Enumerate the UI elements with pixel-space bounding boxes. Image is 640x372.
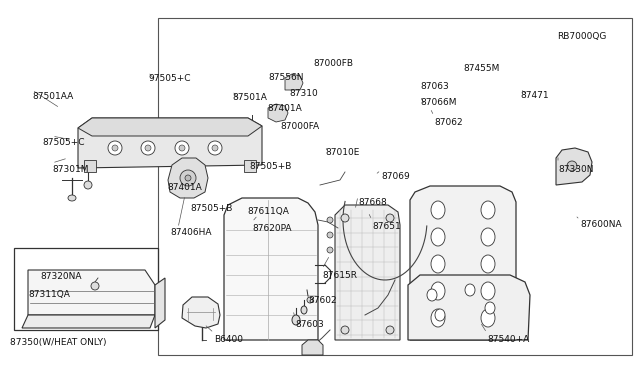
Ellipse shape: [341, 214, 349, 222]
Text: 87406HA: 87406HA: [170, 228, 211, 237]
Text: 87620PA: 87620PA: [252, 224, 291, 233]
Polygon shape: [556, 148, 592, 185]
Ellipse shape: [341, 326, 349, 334]
Ellipse shape: [431, 255, 445, 273]
Ellipse shape: [481, 309, 495, 327]
Text: RB7000QG: RB7000QG: [557, 32, 606, 41]
Ellipse shape: [327, 247, 333, 253]
Polygon shape: [78, 118, 262, 136]
Polygon shape: [28, 270, 155, 315]
Ellipse shape: [386, 214, 394, 222]
Ellipse shape: [141, 141, 155, 155]
Ellipse shape: [301, 306, 307, 314]
Ellipse shape: [485, 302, 495, 314]
Bar: [244, 160, 256, 172]
Polygon shape: [182, 297, 220, 328]
Ellipse shape: [68, 195, 76, 201]
Ellipse shape: [431, 228, 445, 246]
Ellipse shape: [431, 201, 445, 219]
Polygon shape: [302, 340, 323, 355]
Polygon shape: [285, 74, 303, 90]
Text: 87069: 87069: [381, 172, 410, 181]
Ellipse shape: [427, 289, 437, 301]
Text: 87505+B: 87505+B: [190, 204, 232, 213]
Text: 87505+B: 87505+B: [249, 162, 291, 171]
Ellipse shape: [386, 326, 394, 334]
Ellipse shape: [208, 141, 222, 155]
Ellipse shape: [481, 228, 495, 246]
Ellipse shape: [431, 309, 445, 327]
Text: 87350(W/HEAT ONLY): 87350(W/HEAT ONLY): [10, 338, 106, 347]
Ellipse shape: [307, 297, 313, 303]
Ellipse shape: [327, 232, 333, 238]
Ellipse shape: [481, 201, 495, 219]
Polygon shape: [78, 118, 262, 168]
Text: 87455M: 87455M: [463, 64, 499, 73]
Polygon shape: [335, 205, 400, 340]
Ellipse shape: [435, 309, 445, 321]
Polygon shape: [155, 278, 165, 328]
Ellipse shape: [145, 145, 151, 151]
Text: 87401A: 87401A: [267, 104, 301, 113]
Text: 87310: 87310: [289, 89, 317, 98]
Polygon shape: [22, 315, 155, 328]
Ellipse shape: [431, 282, 445, 300]
Text: 87471: 87471: [520, 91, 548, 100]
Polygon shape: [224, 198, 318, 340]
Bar: [158, 18, 632, 355]
Text: 87615R: 87615R: [322, 271, 357, 280]
Text: 87320NA: 87320NA: [40, 272, 81, 281]
Text: 87505+C: 87505+C: [42, 138, 84, 147]
Text: 97505+C: 97505+C: [148, 74, 191, 83]
Text: 87501A: 87501A: [232, 93, 267, 102]
Ellipse shape: [292, 315, 300, 325]
Text: 87401A: 87401A: [167, 183, 202, 192]
Text: B6400: B6400: [214, 335, 243, 344]
Text: 87066M: 87066M: [420, 98, 456, 107]
Polygon shape: [410, 186, 516, 340]
Text: 87611QA: 87611QA: [247, 207, 289, 216]
Text: 87301M: 87301M: [52, 165, 88, 174]
Text: 87540+A: 87540+A: [487, 335, 529, 344]
Polygon shape: [268, 104, 288, 122]
Ellipse shape: [481, 282, 495, 300]
Bar: [84, 160, 96, 172]
Text: 87000FB: 87000FB: [313, 59, 353, 68]
Polygon shape: [168, 158, 208, 198]
Text: 87602: 87602: [308, 296, 337, 305]
Ellipse shape: [481, 255, 495, 273]
Text: 87000FA: 87000FA: [280, 122, 319, 131]
Ellipse shape: [175, 141, 189, 155]
Text: 87062: 87062: [434, 118, 463, 127]
Ellipse shape: [84, 181, 92, 189]
Ellipse shape: [185, 175, 191, 181]
Text: 87501AA: 87501AA: [32, 92, 73, 101]
Ellipse shape: [112, 145, 118, 151]
Text: 87668: 87668: [358, 198, 387, 207]
Ellipse shape: [179, 145, 185, 151]
Text: 87556N: 87556N: [268, 73, 303, 82]
Ellipse shape: [180, 170, 196, 186]
Ellipse shape: [108, 141, 122, 155]
Ellipse shape: [91, 282, 99, 290]
Polygon shape: [408, 275, 530, 340]
Text: 87651: 87651: [372, 222, 401, 231]
Text: 87063: 87063: [420, 82, 449, 91]
Ellipse shape: [567, 161, 577, 171]
Text: 87330N: 87330N: [558, 165, 593, 174]
Text: 87600NA: 87600NA: [580, 220, 621, 229]
Ellipse shape: [465, 284, 475, 296]
Bar: [14, 248, 158, 330]
Text: 87311QA: 87311QA: [28, 290, 70, 299]
Text: 87010E: 87010E: [325, 148, 360, 157]
Text: 87603: 87603: [295, 320, 324, 329]
Ellipse shape: [327, 217, 333, 223]
Ellipse shape: [212, 145, 218, 151]
